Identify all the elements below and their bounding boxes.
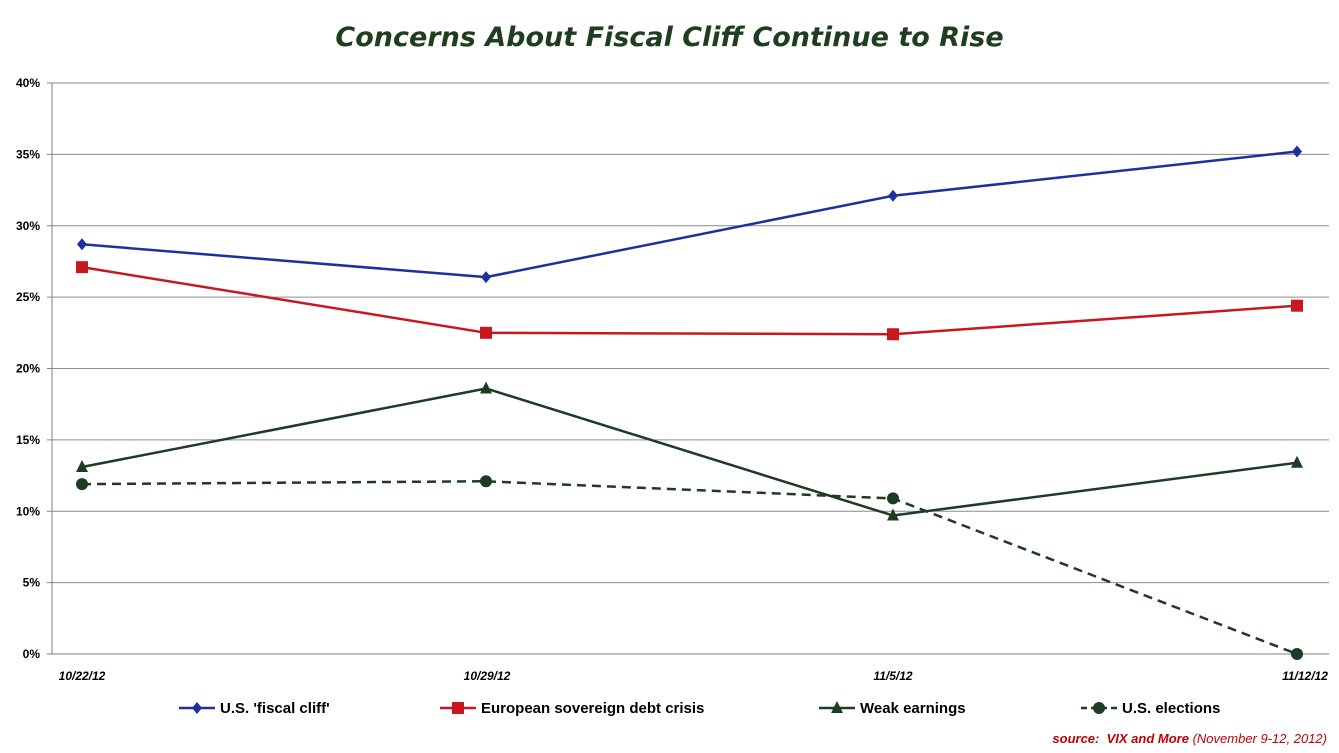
legend-marker [192, 702, 202, 714]
data-point-triangle [480, 381, 492, 394]
series-line [81, 387, 1298, 517]
data-point-square [76, 261, 88, 274]
legend-label: Weak earnings [860, 699, 966, 717]
data-point-diamond [1292, 145, 1302, 158]
series-group [76, 145, 1303, 660]
legend-label: European sovereign debt crisis [481, 699, 705, 717]
legend-marker [1093, 702, 1105, 714]
series-1 [76, 261, 1303, 341]
x-axis-ticks: 10/22/12 10/29/12 11/5/12 11/12/12 [59, 669, 1329, 683]
legend-swatch [819, 701, 855, 713]
data-point-triangle [1291, 455, 1303, 468]
data-point-triangle [76, 459, 88, 472]
legend-label: U.S. elections [1122, 699, 1221, 717]
series-3 [76, 475, 1303, 660]
data-point-circle [887, 492, 899, 505]
legend-item: European sovereign debt crisis [439, 697, 704, 719]
x-tick-label: 10/22/12 [59, 669, 106, 683]
x-tick-label: 11/5/12 [873, 669, 912, 683]
x-tick-label: 10/29/12 [464, 669, 511, 683]
legend-label: U.S. 'fiscal cliff' [220, 699, 330, 717]
gridlines [52, 82, 1329, 584]
y-tick-label: 15% [16, 433, 40, 447]
y-tick-label: 5% [23, 576, 41, 590]
data-point-circle [1291, 648, 1303, 660]
x-tick-label: 11/12/12 [1282, 669, 1328, 683]
y-tick-label: 10% [16, 504, 40, 518]
data-point-square [887, 328, 899, 341]
data-point-diamond [481, 271, 491, 284]
data-point-diamond [77, 238, 87, 251]
data-point-diamond [888, 189, 898, 202]
source-detail: (November 9-12, 2012) [1192, 731, 1327, 746]
y-tick-label: 30% [16, 219, 40, 233]
y-tick-label: 0% [23, 647, 41, 661]
y-tick-label: 25% [16, 290, 40, 304]
y-tick-label: 35% [16, 147, 40, 161]
data-point-circle [480, 475, 492, 488]
data-point-circle [76, 478, 88, 491]
source-note: source: VIX and More (November 9-12, 201… [1052, 731, 1327, 746]
data-point-square [480, 326, 492, 339]
legend-marker [831, 701, 843, 713]
legend-item: Weak earnings [818, 697, 966, 719]
source-name: VIX and More [1106, 731, 1189, 746]
chart-title: Concerns About Fiscal Cliff Continue to … [335, 22, 1004, 53]
legend-marker [452, 702, 464, 714]
source-label: source: [1052, 731, 1100, 746]
series-2 [76, 381, 1303, 521]
legend-swatch [440, 702, 476, 714]
legend: U.S. 'fiscal cliff' European sovereign de… [0, 697, 1339, 719]
data-point-triangle [887, 508, 899, 521]
y-tick-label: 40% [16, 76, 40, 90]
legend-swatch [1081, 702, 1117, 714]
y-axis-ticks: 0% 5% 10% 15% 20% 25% 30% 35% 40% [16, 76, 52, 661]
legend-item: U.S. 'fiscal cliff' [178, 697, 330, 719]
legend-item: U.S. elections [1080, 697, 1220, 719]
series-line [81, 265, 1298, 336]
series-line [81, 150, 1298, 279]
data-point-square [1291, 299, 1303, 312]
legend-swatch [179, 702, 215, 714]
series-0 [77, 145, 1302, 284]
y-tick-label: 20% [16, 362, 40, 376]
series-line [81, 480, 1298, 656]
